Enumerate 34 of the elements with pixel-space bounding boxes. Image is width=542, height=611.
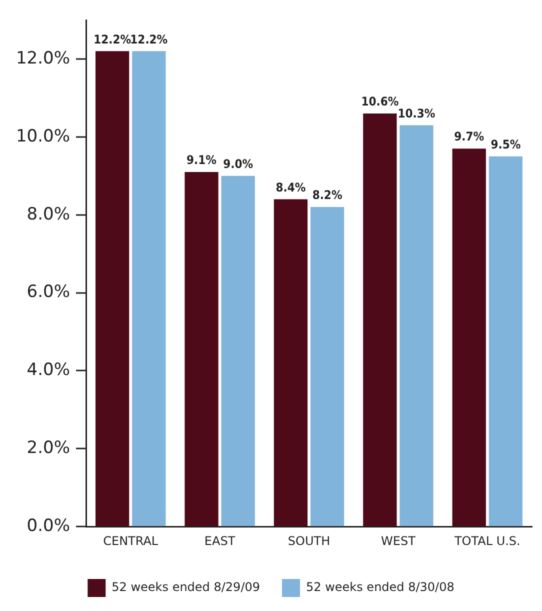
bar [184, 172, 218, 526]
y-tick-label: 10.0% [16, 126, 70, 146]
data-label: 8.4% [276, 180, 306, 194]
x-tick-label: WEST [381, 534, 416, 548]
y-tick-label: 8.0% [26, 204, 70, 224]
x-tick-label: TOTAL U.S. [453, 534, 520, 548]
data-label: 9.1% [186, 153, 217, 168]
bar [363, 114, 397, 526]
y-tick-label: 12.0% [16, 48, 70, 68]
data-label: 9.0% [223, 157, 254, 171]
x-tick-label: CENTRAL [103, 534, 158, 548]
bar [310, 207, 344, 526]
bar [95, 51, 130, 526]
bar [274, 199, 308, 526]
bar [452, 148, 486, 526]
x-tick-label: EAST [204, 534, 236, 548]
y-tick-label: 0.0% [26, 516, 70, 536]
data-label: 9.5% [490, 138, 521, 152]
y-tick-label: 2.0% [26, 438, 70, 458]
legend-label: 52 weeks ended 8/30/08 [306, 580, 454, 594]
data-label: 12.2% [94, 32, 132, 46]
data-label: 12.2% [130, 32, 168, 46]
y-tick-label: 4.0% [26, 360, 70, 380]
bar [221, 176, 255, 526]
data-label: 9.7% [454, 130, 484, 144]
bar [488, 156, 523, 526]
bar [132, 51, 166, 526]
bar [400, 125, 434, 526]
data-label: 8.2% [312, 188, 342, 202]
data-label: 10.6% [361, 94, 399, 109]
x-tick-label: SOUTH [288, 534, 330, 548]
legend-label: 52 weeks ended 8/29/09 [112, 580, 260, 594]
y-tick-label: 6.0% [26, 282, 70, 302]
data-label: 10.3% [398, 106, 436, 120]
